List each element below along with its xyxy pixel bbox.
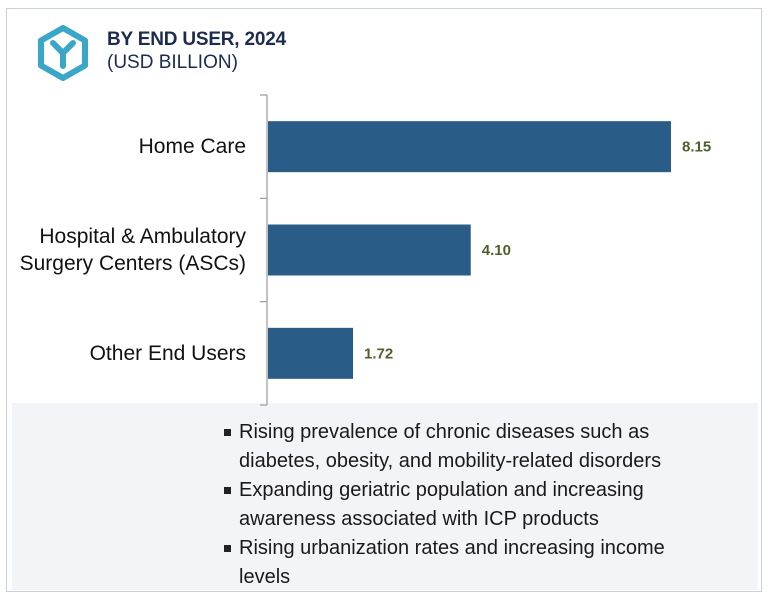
notes-list: Rising prevalence of chronic diseases su… bbox=[222, 418, 709, 592]
category-label: Hospital & Ambulatory Surgery Centers (AS… bbox=[20, 223, 246, 277]
bullet-square-icon bbox=[224, 429, 231, 436]
note-item: Rising urbanization rates and increasing… bbox=[222, 534, 709, 592]
category-label-line: Other End Users bbox=[89, 341, 246, 365]
category-label: Other End Users bbox=[90, 340, 246, 367]
hexagon-y-logo-icon bbox=[38, 25, 88, 81]
category-label: Home Care bbox=[139, 133, 246, 160]
data-label: 1.72 bbox=[364, 345, 393, 362]
chart-title: BY END USER, 2024 bbox=[107, 29, 286, 50]
bullet-square-icon bbox=[224, 487, 231, 494]
data-label: 8.15 bbox=[682, 139, 711, 156]
category-label-line: Hospital & Ambulatory bbox=[39, 225, 246, 248]
note-item: Expanding geriatric population and incre… bbox=[222, 476, 709, 534]
bar bbox=[268, 224, 471, 276]
bar bbox=[268, 121, 671, 173]
chart-card bbox=[6, 8, 762, 592]
note-item: Rising prevalence of chronic diseases su… bbox=[222, 418, 709, 476]
category-label-line: Surgery Centers (ASCs) bbox=[19, 252, 246, 275]
category-label-line: Home Care bbox=[138, 135, 246, 159]
notes-panel bbox=[12, 403, 758, 590]
chart-subtitle: (USD BILLION) bbox=[107, 52, 238, 73]
data-label: 4.10 bbox=[482, 242, 511, 259]
bar bbox=[268, 327, 354, 379]
bullet-square-icon bbox=[224, 545, 231, 552]
